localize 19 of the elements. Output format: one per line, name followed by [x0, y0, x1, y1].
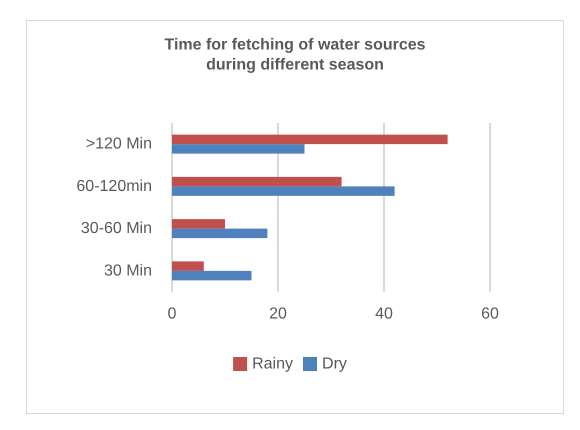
bar [172, 186, 395, 196]
bar [172, 228, 268, 238]
chart-title: Time for fetching of water sources during different season [164, 36, 426, 74]
y-tick-label: 30-60 Min [80, 220, 152, 238]
bar [172, 134, 448, 144]
x-tick-label: 60 [481, 306, 499, 322]
x-tick-label: 0 [168, 306, 177, 322]
bar [172, 270, 252, 280]
x-tick-label: 20 [269, 306, 287, 322]
bar [172, 261, 204, 271]
legend-label: Rainy [252, 356, 294, 372]
bar [172, 176, 342, 186]
y-tick-label: >120 Min [86, 136, 152, 153]
x-tick-label: 40 [375, 306, 393, 322]
legend-label: Dry [322, 356, 347, 372]
y-tick-label: 60-120min [76, 178, 152, 195]
y-tick-label: 30 Min [104, 262, 152, 280]
bar [172, 144, 304, 154]
bar [172, 219, 225, 229]
